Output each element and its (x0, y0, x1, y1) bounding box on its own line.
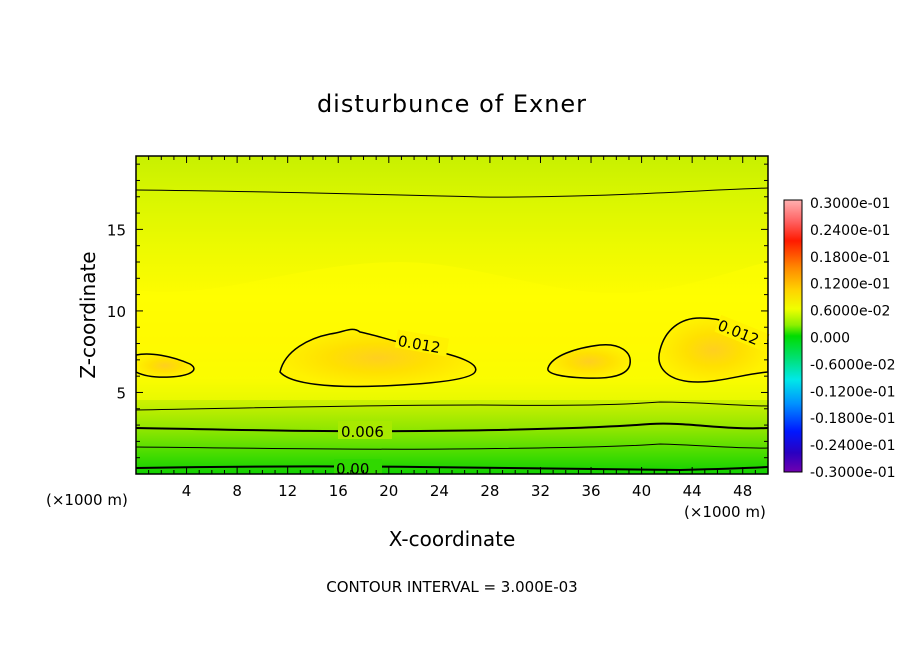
x-tick-label: 4 (182, 482, 192, 500)
y-tick-label: 10 (107, 303, 126, 321)
contour-label: 0.006 (341, 423, 384, 441)
y-tick-labels: 5 10 15 (107, 221, 126, 402)
contour-line (136, 465, 768, 472)
x-unit-label-right: (×1000 m) (684, 503, 766, 521)
contour-label-bg (394, 329, 450, 357)
contour-label-bg (334, 459, 382, 474)
contour-label-bg (338, 421, 392, 439)
chart-title: disturbunce of Exner (317, 90, 587, 118)
contour-label-bg (714, 314, 770, 352)
x-tick-label: 20 (379, 482, 398, 500)
colorbar-label: 0.3000e-01 (810, 196, 890, 212)
colorbar-label: 0.000 (810, 331, 850, 347)
x-tick-label: 8 (232, 482, 242, 500)
x-tick-labels: 4 8 12 16 20 24 28 32 36 40 44 48 (182, 482, 752, 500)
x-tick-label: 16 (329, 482, 348, 500)
contour-label: 0.00 (336, 460, 369, 478)
x-tick-marks (148, 156, 756, 474)
y-tick-label: 5 (116, 384, 126, 402)
x-tick-label: 44 (683, 482, 702, 500)
contour-line (136, 187, 768, 198)
contour-line (136, 401, 768, 411)
x-unit-label-left: (×1000 m) (46, 491, 128, 509)
colorbar-labels: 0.3000e-01 0.2400e-01 0.1800e-01 0.1200e-01… (810, 196, 896, 481)
x-tick-label: 28 (480, 482, 499, 500)
colorbar-label: 0.1200e-01 (810, 277, 890, 293)
y-axis-label: Z-coordinate (76, 251, 100, 378)
x-tick-label: 24 (430, 482, 449, 500)
x-axis-label: X-coordinate (389, 527, 516, 551)
x-tick-label: 32 (531, 482, 550, 500)
x-tick-label: 12 (278, 482, 297, 500)
contour-line (136, 422, 768, 433)
colorbar-label: -0.1200e-01 (810, 384, 896, 400)
colorbar-label: -0.6000e-02 (810, 357, 896, 373)
contour-blob (547, 344, 631, 379)
contour-blob (136, 353, 195, 378)
contour-line (136, 443, 768, 450)
y-tick-label: 15 (107, 221, 126, 239)
colorbar-label: 0.1800e-01 (810, 250, 890, 266)
colorbar-label: 0.6000e-02 (810, 304, 890, 320)
x-tick-label: 40 (632, 482, 651, 500)
colorbar-label: -0.3000e-01 (810, 465, 896, 481)
colorbar-label: 0.2400e-01 (810, 223, 890, 239)
plot-area (136, 156, 768, 474)
colorbar (783, 199, 803, 473)
colorbar-label: -0.2400e-01 (810, 438, 896, 454)
x-tick-label: 36 (581, 482, 600, 500)
contour-interval-note: CONTOUR INTERVAL = 3.000E-03 (326, 578, 577, 596)
x-tick-label: 48 (733, 482, 752, 500)
colorbar-label: -0.1800e-01 (810, 411, 896, 427)
y-tick-marks (136, 163, 768, 459)
